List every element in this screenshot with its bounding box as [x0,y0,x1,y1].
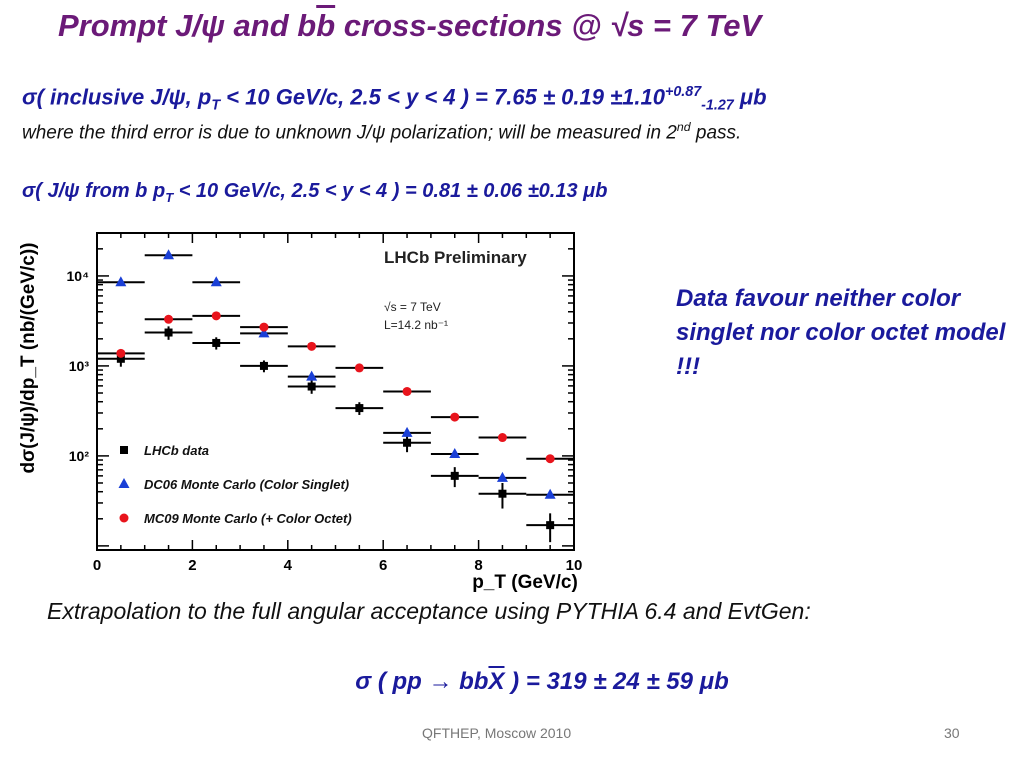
data-point-octet [497,433,507,443]
x-tick-label: 6 [379,557,387,574]
plot-layer: 0 2 4 6 8 10 10² 10³ 10⁴ LHCb data DC06 Monte Carl… [67,232,583,574]
x-tick-label: 2 [188,557,196,574]
data-point-lhcb [212,338,221,347]
data-point-octet [116,348,126,358]
data-point-singlet [401,426,413,437]
line1-sub-t: T [211,97,221,114]
title-psi: ψ [200,8,225,43]
result-xbar: X [488,668,505,695]
bbbar-result: σ ( pp → bbX ) = 319 ± 24 ± 59 μb [0,668,1024,696]
legend-marker-lhcb [120,446,128,454]
x-axis-label: p_T (GeV/c) [472,572,578,593]
x-tick-label: 8 [474,557,482,574]
y-axis-label: dσ(J/ψ)/dp_T (nb/(GeV/c)) [18,242,39,473]
chart-annotation-energy: √s = 7 TeV [384,300,441,314]
line2-sup: nd [676,120,691,134]
x-tick-label: 4 [284,557,293,574]
data-point-octet [307,341,317,351]
data-point-octet [164,314,174,324]
data-point-lhcb [403,438,412,447]
data-point-octet [211,311,221,321]
title-prefix: Prompt J/ [58,8,201,43]
line1-sub2: -1.27 [701,97,734,114]
inclusive-cross-section: σ( inclusive J/ψ, pT < 10 GeV/c, 2.5 < y… [22,84,767,114]
conclusion-note: Data favour neither color singlet nor co… [676,285,1006,380]
extrapolation-text: Extrapolation to the full angular accept… [47,598,811,624]
chart-labels: dσ(J/ψ)/dp_T (nb/(GeV/c)) p_T (GeV/c) LH… [18,242,578,593]
data-point-singlet [115,276,127,287]
data-point-lhcb [259,361,268,370]
data-point-octet [354,363,364,373]
result-a: σ ( pp → bb [355,668,489,695]
x-tick-label: 0 [93,557,101,574]
page-number: 30 [944,725,960,741]
legend-marker-octet [119,513,129,523]
legend-label: DC06 Monte Carlo (Color Singlet) [144,477,349,492]
data-point-lhcb [164,328,173,337]
line2-a: where the third error is due to unknown … [22,122,677,144]
title-and: and b [224,8,317,43]
data-point-lhcb [450,471,459,480]
line2-b: pass. [690,122,742,144]
data-point-lhcb [498,489,507,498]
line1-sup: +0.87 [664,84,702,100]
title-bbar: b [316,8,336,43]
y-tick-label: 10³ [69,358,90,374]
x-tick-label: 10 [566,557,583,574]
chart-title: LHCb Preliminary [384,248,527,267]
legend-label: LHCb data [144,443,209,458]
footer-conference: QFTHEP, Moscow 2010 [422,725,572,741]
chart-annotation-lumi: L=14.2 nb⁻¹ [384,318,448,332]
data-point-singlet [449,447,461,458]
data-point-lhcb [355,404,364,413]
data-point-lhcb [307,382,316,391]
line3-a: σ( J/ψ from b p [22,180,166,202]
data-point-singlet [258,327,270,338]
data-point-singlet [306,370,318,381]
data-point-lhcb [546,521,555,530]
result-b: ) = 319 ± 24 ± 59 μb [504,668,729,695]
line1-b: < 10 GeV/c, 2.5 < y < 4 ) = 7.65 ± 0.19 … [220,84,665,110]
data-point-octet [402,386,412,396]
data-point-octet [450,412,460,422]
data-point-singlet [544,488,556,499]
line1-unit: μb [733,84,767,110]
pt-spectrum-chart: 0 2 4 6 8 10 10² 10³ 10⁴ LHCb data DC06 Monte Carl… [18,232,583,593]
data-point-singlet [163,249,175,260]
title-sqrt: √ [610,8,628,43]
slide-title: Prompt J/ψ and bb cross-sections @ √s = … [58,8,761,44]
y-tick-label: 10⁴ [67,268,90,284]
data-point-octet [259,322,269,332]
data-point-octet [545,454,555,464]
line1-a: σ( inclusive J/ψ, p [22,84,212,110]
polarization-note: where the third error is due to unknown … [22,120,741,144]
line3-sub-t: T [165,190,174,205]
y-tick-label: 10² [69,448,90,464]
data-point-singlet [496,471,508,482]
title-end: s = 7 TeV [627,8,762,43]
legend-marker-singlet [118,478,130,488]
title-rest: cross-sections @ [335,8,611,43]
from-b-cross-section: σ( J/ψ from b pT < 10 GeV/c, 2.5 < y < 4… [22,180,607,205]
line3-b: < 10 GeV/c, 2.5 < y < 4 ) = 0.81 ± 0.06 … [173,180,608,202]
data-point-lhcb [116,354,125,363]
legend-label: MC09 Monte Carlo (+ Color Octet) [144,511,352,526]
data-point-singlet [210,276,222,287]
